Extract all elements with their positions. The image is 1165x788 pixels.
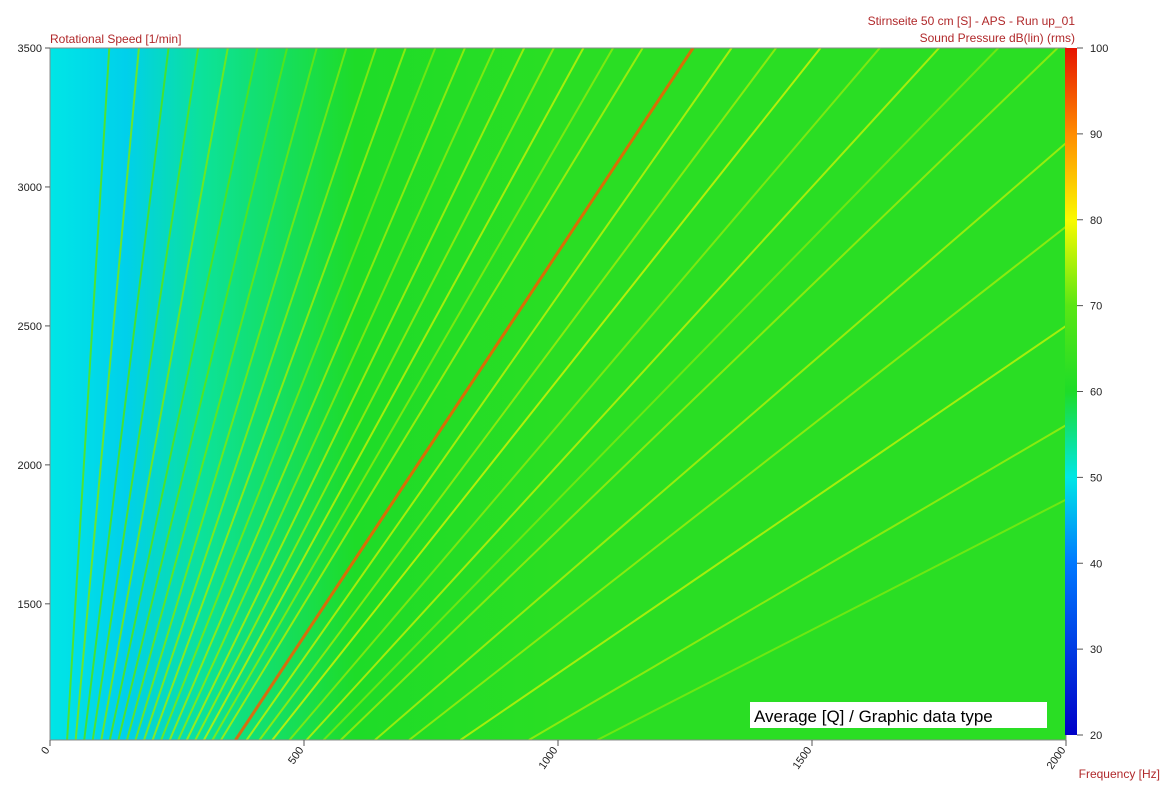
order-line — [194, 48, 555, 740]
annotation: Average [Q] / Graphic data type — [754, 707, 993, 726]
order-line — [459, 324, 1066, 740]
colorbar-tick-label: 40 — [1090, 558, 1102, 570]
x-tick-label: 1000 — [537, 745, 561, 772]
x-tick-label: 0 — [39, 745, 52, 757]
colorbar-tick-label: 100 — [1090, 43, 1108, 55]
x-tick-label: 500 — [286, 745, 306, 767]
y-axis-label: Rotational Speed [1/min] — [50, 32, 181, 46]
order-line — [168, 48, 466, 740]
x-tick-label: 2000 — [1045, 745, 1069, 772]
order-line — [234, 48, 695, 740]
order-line — [177, 48, 496, 740]
colorbar-tick-label: 30 — [1090, 644, 1102, 656]
order-line — [271, 48, 822, 740]
order-line — [125, 48, 318, 740]
order-line — [305, 48, 940, 740]
order-line — [203, 48, 585, 740]
y-tick-label: 3500 — [18, 43, 42, 55]
order-line — [374, 141, 1066, 740]
order-lines — [66, 48, 1066, 740]
order-line — [100, 48, 229, 740]
colorbar-tick-label: 50 — [1090, 472, 1102, 484]
order-line — [74, 48, 140, 740]
order-line — [185, 48, 526, 740]
order-line — [528, 424, 1066, 740]
order-line — [220, 48, 644, 740]
order-line — [66, 48, 111, 740]
order-line — [340, 48, 1059, 740]
y-tick-label: 2000 — [18, 460, 42, 472]
order-line — [91, 48, 200, 740]
colorbar-tick-label: 80 — [1090, 215, 1102, 227]
colorbar-tick-label: 60 — [1090, 387, 1102, 399]
order-line — [288, 48, 881, 740]
x-tick-label: 1500 — [791, 745, 815, 772]
x-axis-label: Frequency [Hz] — [1079, 767, 1160, 781]
order-line — [134, 48, 348, 740]
order-line — [408, 225, 1066, 740]
chart-title: Stirnseite 50 cm [S] - APS - Run up_01 — [868, 14, 1076, 28]
colorbar-tick-label: 90 — [1090, 129, 1102, 141]
order-line — [322, 48, 999, 740]
order-line — [83, 48, 170, 740]
order-line — [143, 48, 377, 740]
order-line — [108, 48, 259, 740]
order-line — [117, 48, 289, 740]
order-line — [211, 48, 614, 740]
order-line — [258, 48, 777, 740]
colorbar — [1065, 48, 1077, 735]
y-tick-label: 2500 — [18, 321, 42, 333]
order-line — [151, 48, 407, 740]
colorbar-label: Sound Pressure dB(lin) (rms) — [920, 31, 1075, 45]
y-tick-label: 3000 — [18, 182, 42, 194]
order-line — [596, 498, 1066, 740]
order-line — [245, 48, 733, 740]
colorbar-tick-label: 20 — [1090, 730, 1102, 742]
colorbar-tick-label: 70 — [1090, 301, 1102, 313]
order-line — [160, 48, 437, 740]
annotation-box — [750, 702, 1047, 728]
y-tick-label: 1500 — [18, 599, 42, 611]
